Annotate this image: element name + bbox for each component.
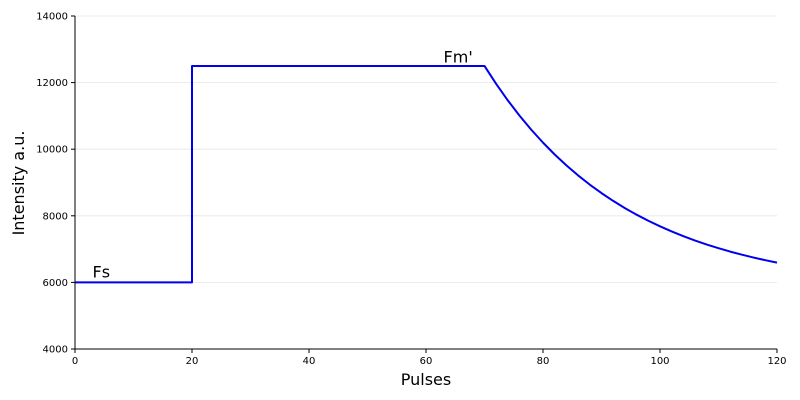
- x-tick-label: 20: [186, 356, 199, 367]
- x-axis-title: Pulses: [401, 370, 451, 389]
- y-tick-label: 14000: [36, 12, 68, 23]
- y-axis-title: Intensity a.u.: [9, 131, 28, 236]
- y-tick-label: 12000: [36, 78, 68, 89]
- x-tick-label: 120: [767, 356, 786, 367]
- y-ticks: 4000 6000 8000 10000 12000 14000: [36, 12, 75, 356]
- series-layer: [75, 64, 778, 284]
- y-tick-label: 8000: [43, 211, 68, 222]
- x-ticks: 0 20 40 60 80 100 120: [72, 349, 787, 367]
- y-tick-label: 4000: [43, 345, 68, 356]
- annotation-label: Fm': [444, 48, 473, 67]
- series-line-1: [75, 64, 778, 284]
- x-tick-label: 100: [650, 356, 669, 367]
- x-tick-label: 80: [537, 356, 550, 367]
- annotations: Fs Fm': [93, 48, 473, 282]
- x-tick-label: 60: [420, 356, 433, 367]
- y-tick-label: 10000: [36, 145, 68, 156]
- annotation-label: Fs: [93, 262, 111, 281]
- y-tick-label: 6000: [43, 278, 68, 289]
- x-tick-label: 0: [72, 356, 78, 367]
- x-tick-label: 40: [303, 356, 316, 367]
